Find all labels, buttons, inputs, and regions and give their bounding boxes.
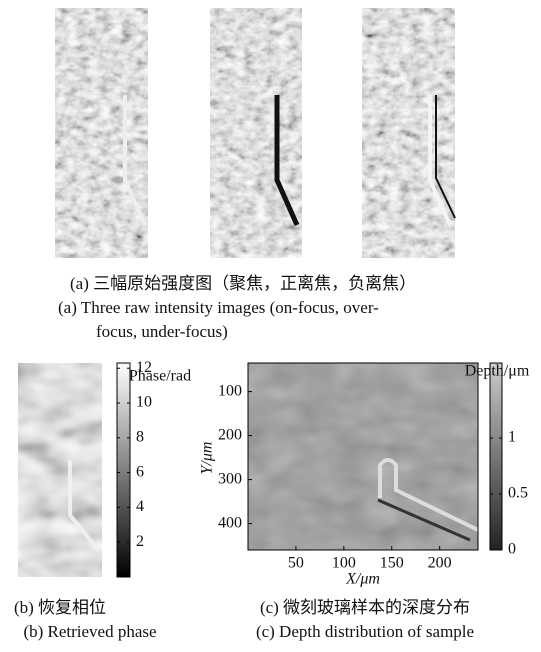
- y-tick-label: 400: [218, 514, 242, 531]
- colorbar-label: Depth/μm: [465, 363, 530, 380]
- colorbar-tick-label: 0: [508, 541, 516, 558]
- image-phase: [18, 363, 102, 577]
- image-on-focus: [55, 8, 148, 258]
- caption: (c) 微刻玻璃样本的深度分布: [200, 596, 530, 620]
- x-tick-label: 50: [288, 555, 304, 572]
- phase-image: [18, 363, 102, 577]
- colorbar-tick-label: 10: [136, 394, 152, 411]
- colorbar-tick-label: 12: [136, 359, 152, 376]
- caption: (a) Three raw intensity images (on-focus…: [58, 296, 406, 344]
- colorbar-tick-label: 4: [136, 498, 144, 515]
- colorbar-tick-label: 8: [136, 428, 144, 445]
- colorbar-tick-label: 1: [508, 429, 516, 446]
- y-axis-label: Y/μm: [199, 442, 216, 475]
- image-depth: [248, 363, 478, 550]
- x-tick-label: 150: [380, 555, 404, 572]
- image-over-focus: [210, 8, 302, 258]
- caption: (b) 恢复相位: [0, 596, 120, 620]
- depth-map: [248, 363, 478, 550]
- colorbar-tick-label: 6: [136, 463, 144, 480]
- x-tick-label: 200: [428, 555, 452, 572]
- colorbar-phase: [117, 363, 130, 577]
- y-tick-label: 300: [218, 470, 242, 487]
- caption: (b) Retrieved phase: [0, 620, 180, 644]
- colorbar-tick-label: 2: [136, 533, 144, 550]
- y-tick-label: 200: [218, 426, 242, 443]
- x-tick-label: 100: [332, 555, 356, 572]
- x-axis-label: X/μm: [345, 571, 380, 588]
- caption: (c) Depth distribution of sample: [200, 620, 530, 644]
- caption: (a) 三幅原始强度图（聚焦，正离焦，负离焦）: [70, 272, 416, 296]
- page: Phase/rad Depth/μm X/μm Y/μm 2468101200.…: [0, 0, 541, 652]
- colorbar-tick-label: 0.5: [508, 485, 528, 502]
- y-tick-label: 100: [218, 382, 242, 399]
- raw-images: [55, 8, 455, 258]
- colorbar-depth: [490, 363, 502, 550]
- image-under-focus: [362, 8, 455, 258]
